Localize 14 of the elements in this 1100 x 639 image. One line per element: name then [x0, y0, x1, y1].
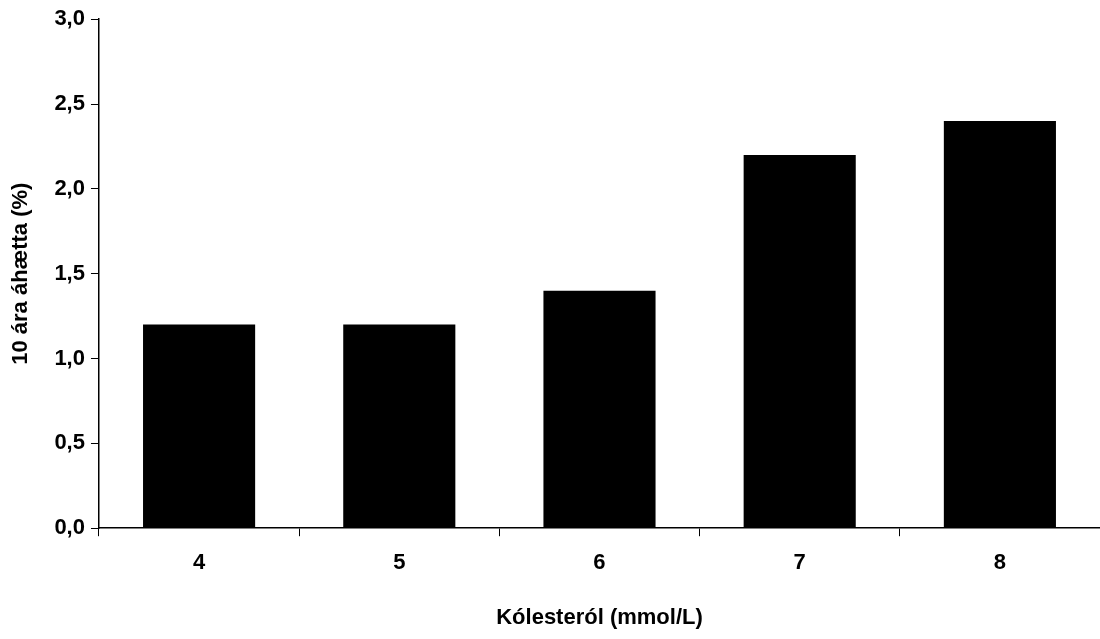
- y-tick-label: 2,0: [54, 174, 85, 200]
- y-tick-label: 1,0: [54, 344, 85, 370]
- y-tick-label: 0,0: [54, 514, 85, 540]
- y-tick-label: 3,0: [54, 5, 85, 31]
- x-tick-label: 4: [192, 549, 206, 575]
- x-tick-label: 7: [793, 549, 806, 575]
- y-axis-title: 10 ára áhætta (%): [7, 182, 33, 365]
- x-tick-label: 5: [393, 549, 406, 575]
- x-axis-title: Kólesteról (mmol/L): [496, 603, 703, 629]
- x-tick-label: 8: [993, 549, 1007, 575]
- y-tick-label: 0,5: [54, 429, 85, 455]
- y-tick-label: 1,5: [54, 259, 85, 285]
- x-tick-label: 6: [593, 549, 606, 575]
- y-tick-label: 2,5: [54, 90, 85, 116]
